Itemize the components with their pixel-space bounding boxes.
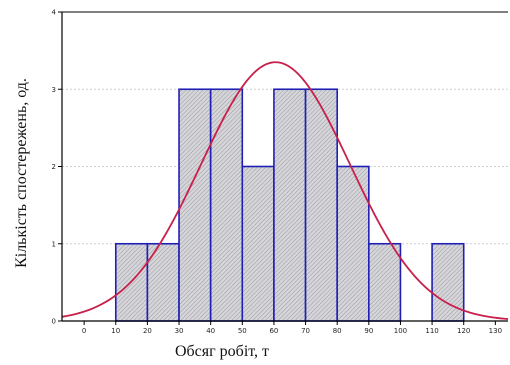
y-axis-title: Кількість спостережень, од.	[13, 78, 30, 268]
histogram-bar	[178, 88, 212, 322]
histogram-bar	[273, 88, 307, 322]
x-tick-label: 90	[364, 327, 373, 335]
x-tick-label: 110	[425, 327, 438, 335]
normal-curve-layer	[61, 61, 509, 320]
y-tick-label: 0	[52, 318, 56, 326]
histogram-bar	[209, 88, 244, 322]
x-tick-label: 80	[333, 327, 342, 335]
x-tick-label: 60	[269, 327, 278, 335]
x-axis-title: Обсяг робіт, т	[175, 343, 269, 360]
y-tick-label: 2	[52, 163, 56, 171]
x-tick-label: 130	[489, 327, 502, 335]
x-tick-label: 70	[301, 327, 310, 335]
normal-curve	[61, 61, 509, 320]
x-tick-label: 10	[111, 327, 120, 335]
histogram-bar	[241, 165, 275, 322]
histogram-bars	[114, 88, 465, 322]
y-tick-label: 3	[52, 86, 56, 94]
x-tick-labels: 0 10 20 30 40 50 60 70 80 90 100 110 120 130	[82, 327, 502, 335]
x-tick-label: 20	[143, 327, 152, 335]
histogram-bar	[336, 165, 370, 322]
x-tick-label: 30	[175, 327, 184, 335]
axes	[58, 11, 508, 325]
x-tick-label: 50	[238, 327, 247, 335]
histogram-bar	[304, 88, 338, 322]
x-tick-label: 120	[457, 327, 470, 335]
histogram-bar	[368, 242, 402, 322]
y-tick-label: 1	[52, 240, 56, 248]
x-tick-label: 0	[82, 327, 86, 335]
x-tick-label: 100	[394, 327, 407, 335]
y-tick-label: 4	[52, 9, 57, 17]
x-tick-label: 40	[206, 327, 215, 335]
y-tick-labels: 0 1 2 3 4	[52, 9, 57, 326]
